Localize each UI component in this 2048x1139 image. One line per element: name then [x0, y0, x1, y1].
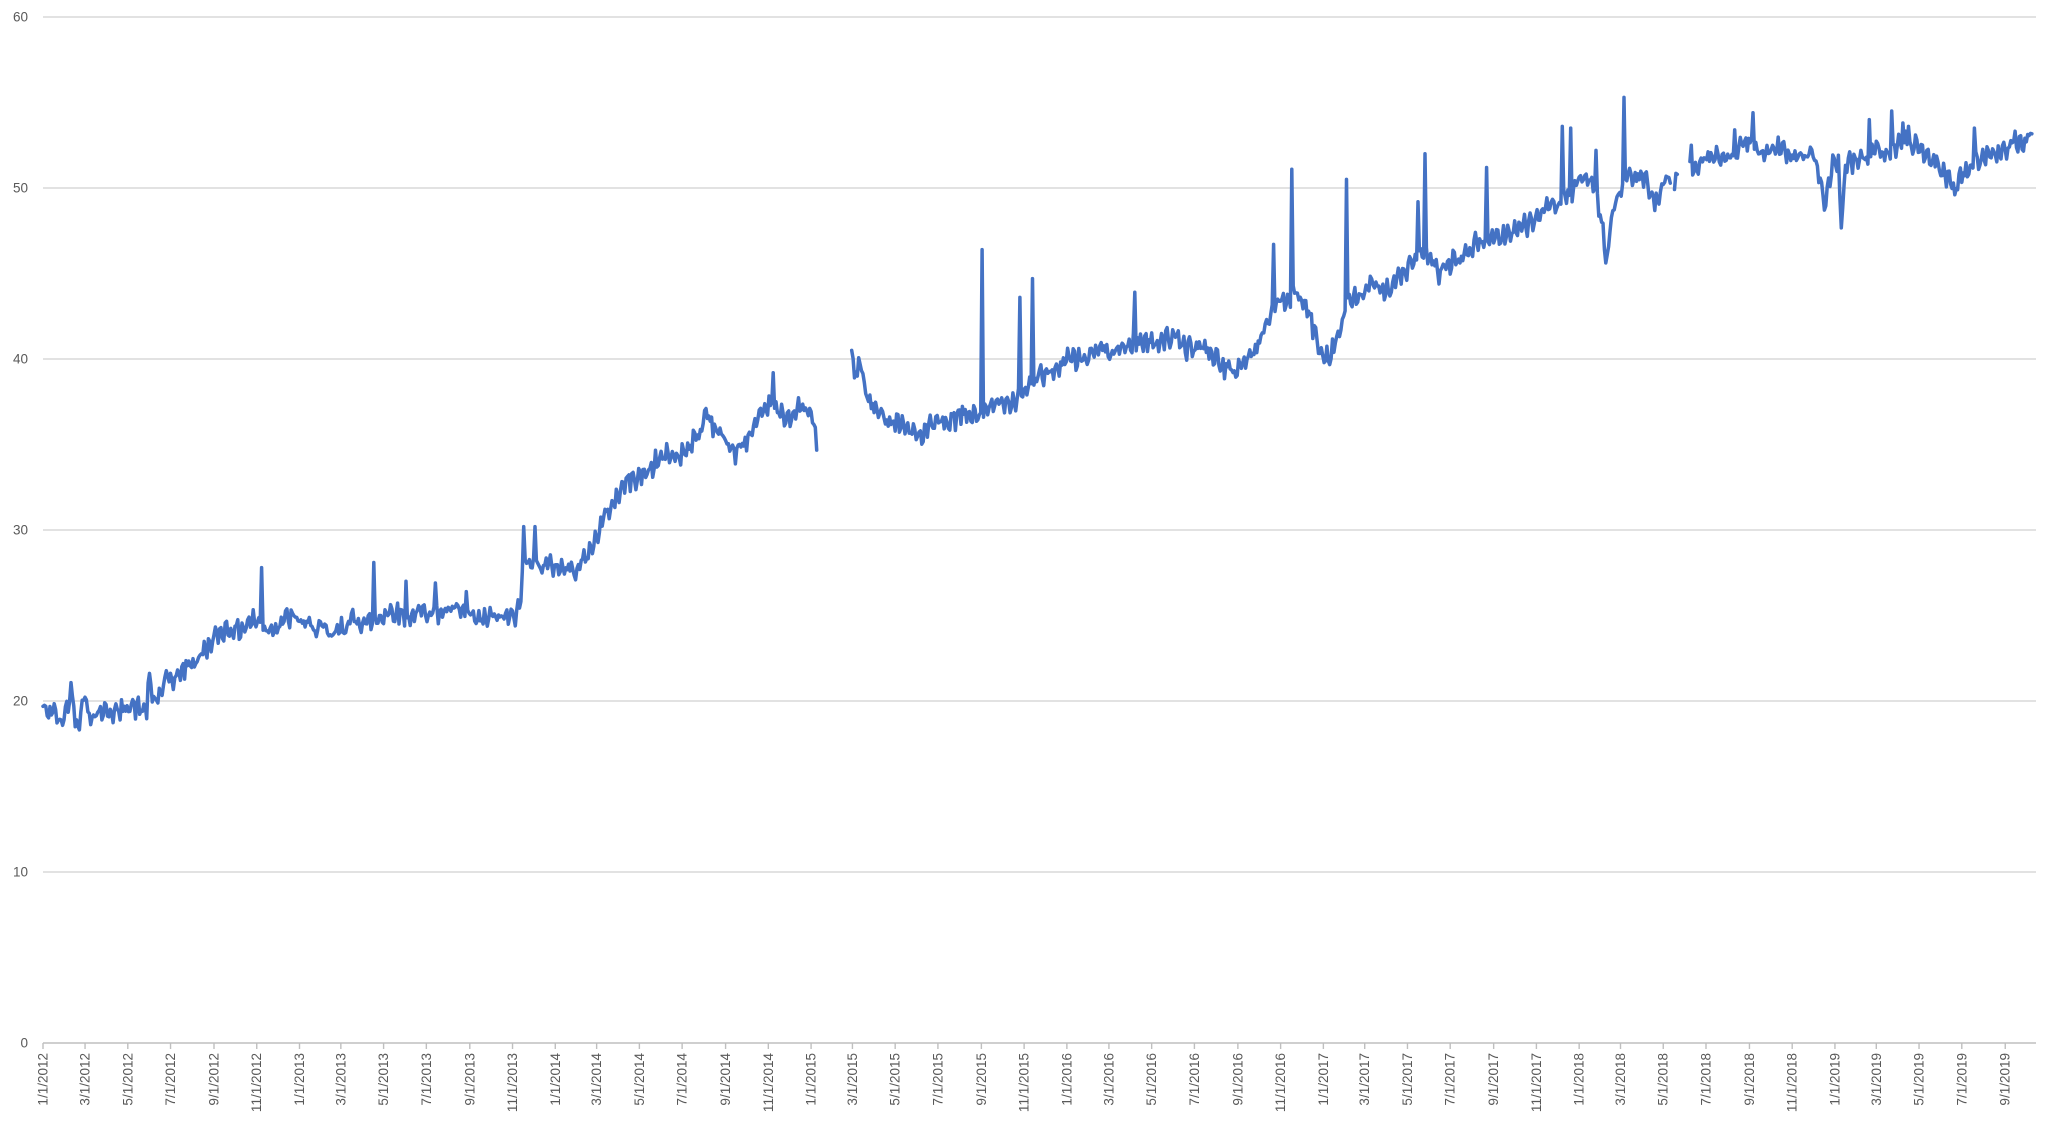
x-axis-label: 7/1/2017 — [1443, 1053, 1458, 1106]
x-axis-label: 1/1/2015 — [804, 1053, 819, 1106]
x-axis-label: 5/1/2016 — [1144, 1053, 1159, 1106]
y-axis-label: 60 — [13, 10, 28, 25]
series-line-segment — [1688, 109, 2034, 230]
x-axis-label: 7/1/2012 — [163, 1053, 178, 1106]
x-axis-label: 9/1/2018 — [1742, 1053, 1757, 1106]
x-axis-label: 7/1/2016 — [1187, 1053, 1202, 1106]
y-axis-label: 50 — [13, 181, 28, 196]
x-axis-label: 5/1/2018 — [1656, 1053, 1671, 1106]
x-axis-label: 3/1/2014 — [589, 1053, 604, 1106]
gridlines-group — [43, 16, 2036, 873]
x-axis-label: 11/1/2013 — [505, 1053, 520, 1112]
x-axis-label: 1/1/2018 — [1572, 1053, 1587, 1106]
y-axis-label: 0 — [20, 1036, 28, 1051]
x-axis-label: 3/1/2018 — [1613, 1053, 1628, 1106]
x-axis-label: 7/1/2014 — [675, 1053, 690, 1106]
x-axis-label: 9/1/2015 — [974, 1053, 989, 1106]
x-axis-label: 5/1/2014 — [632, 1053, 647, 1106]
x-axis-label: 9/1/2012 — [206, 1053, 221, 1106]
x-axis-label: 11/1/2012 — [249, 1053, 264, 1112]
x-axis-label: 9/1/2016 — [1230, 1053, 1245, 1106]
x-axis-label: 9/1/2013 — [462, 1053, 477, 1106]
x-axis-label: 5/1/2015 — [888, 1053, 903, 1106]
x-axis-label: 5/1/2012 — [120, 1053, 135, 1106]
x-axis-label: 11/1/2015 — [1017, 1053, 1032, 1112]
y-axis-label: 20 — [13, 694, 28, 709]
x-axis-label: 7/1/2015 — [930, 1053, 945, 1106]
x-axis-label: 7/1/2019 — [1954, 1053, 1969, 1106]
y-axis-label: 40 — [13, 352, 28, 367]
x-axis-label: 3/1/2012 — [78, 1053, 93, 1106]
x-axis-label: 11/1/2018 — [1785, 1053, 1800, 1112]
x-axis-label: 3/1/2015 — [845, 1053, 860, 1106]
x-axis-label: 1/1/2013 — [292, 1053, 307, 1106]
x-axis-label: 1/1/2019 — [1827, 1053, 1842, 1106]
x-axis-label: 5/1/2017 — [1400, 1053, 1415, 1106]
series-line-segment — [1672, 171, 1680, 192]
x-axis-label: 3/1/2016 — [1101, 1053, 1116, 1106]
x-axis-label: 11/1/2017 — [1529, 1053, 1544, 1112]
y-axis-label: 30 — [13, 523, 28, 538]
x-axis-label: 9/1/2019 — [1998, 1053, 2013, 1106]
x-axis-label: 1/1/2012 — [36, 1053, 51, 1106]
x-axis-label: 3/1/2017 — [1357, 1053, 1372, 1106]
x-axis-label: 3/1/2019 — [1869, 1053, 1884, 1106]
x-axis-label: 7/1/2013 — [419, 1053, 434, 1106]
x-axis-label: 11/1/2014 — [761, 1053, 776, 1113]
y-axis-label: 10 — [13, 865, 28, 880]
axes-group — [42, 1042, 2036, 1049]
x-axis-label: 1/1/2017 — [1316, 1053, 1331, 1106]
x-axis-label: 11/1/2016 — [1273, 1053, 1288, 1112]
x-axis-label: 7/1/2018 — [1698, 1053, 1713, 1106]
x-axis-label: 3/1/2013 — [333, 1053, 348, 1106]
x-axis-label: 1/1/2016 — [1059, 1053, 1074, 1106]
x-axis-label: 1/1/2014 — [548, 1053, 563, 1106]
series-group — [41, 95, 2034, 732]
axis-labels-group: 0 10 20 30 40 50 60 1/1/2012 3/1/2012 5/1/2012 7/1… — [13, 10, 2013, 1113]
x-axis-label: 9/1/2017 — [1486, 1053, 1501, 1106]
series-line-segment — [849, 95, 1673, 446]
x-axis-label: 9/1/2014 — [718, 1053, 733, 1106]
series-line-segment — [41, 370, 819, 732]
x-axis-label: 5/1/2013 — [376, 1053, 391, 1106]
x-axis-label: 5/1/2019 — [1912, 1053, 1927, 1106]
